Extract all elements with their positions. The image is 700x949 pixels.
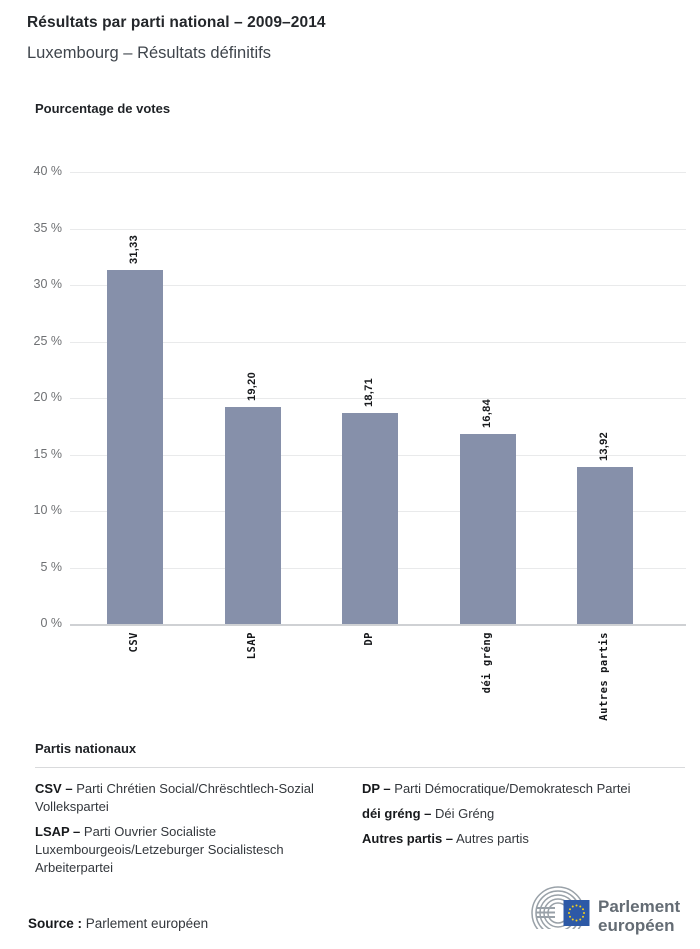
legend-item: DP – Parti Démocratique/Demokratesch Par… bbox=[362, 780, 687, 798]
x-axis-tick-label: DP bbox=[363, 632, 375, 646]
x-axis-tick-label: CSV bbox=[128, 632, 140, 653]
eu-star bbox=[568, 912, 570, 914]
eu-star bbox=[575, 919, 578, 922]
legend-item-abbr: LSAP – bbox=[35, 824, 81, 839]
bar bbox=[342, 412, 398, 624]
source-label: Source : bbox=[28, 916, 83, 931]
eu-star bbox=[579, 905, 582, 908]
x-axis-tick-label: Autres partis bbox=[598, 632, 610, 721]
gridline bbox=[70, 228, 686, 230]
bar bbox=[459, 433, 516, 624]
gridline bbox=[70, 398, 686, 399]
legend-item-abbr: DP – bbox=[362, 781, 391, 796]
chart-title: Pourcentage de votes bbox=[35, 101, 171, 116]
legend-item-text: Autres partis bbox=[453, 831, 529, 846]
bar-value-label: 31,33 bbox=[128, 234, 140, 264]
y-axis-tick-label: 15 % bbox=[33, 446, 63, 461]
source-line: Source : Parlement européen bbox=[28, 916, 208, 931]
eu-star bbox=[575, 904, 578, 907]
legend-item-abbr: CSV – bbox=[35, 781, 73, 796]
legend-item-text: Parti Démocratique/Demokratesch Partei bbox=[390, 781, 631, 796]
eu-star bbox=[571, 905, 574, 908]
gridline bbox=[70, 172, 686, 173]
y-axis-tick-label: 0 % bbox=[40, 616, 62, 630]
gridline bbox=[70, 624, 686, 626]
eu-star bbox=[582, 915, 584, 918]
y-axis-tick-label: 10 % bbox=[33, 503, 63, 517]
logo-text-line2: européen bbox=[598, 916, 675, 935]
bar bbox=[107, 269, 163, 624]
eu-star bbox=[579, 918, 582, 921]
gridline bbox=[70, 341, 686, 343]
bar bbox=[224, 407, 281, 624]
eu-star bbox=[569, 908, 571, 911]
y-axis-tick-label: 20 % bbox=[33, 390, 63, 404]
y-axis-tick-label: 5 % bbox=[40, 559, 62, 574]
eu-star bbox=[571, 918, 574, 921]
legend-column-left: CSV – Parti Chrétien Social/Chrëschtlech… bbox=[35, 780, 347, 884]
y-axis-tick-label: 25 % bbox=[33, 333, 63, 348]
source-text: Parlement européen bbox=[85, 916, 209, 931]
gridline bbox=[70, 285, 686, 286]
eu-star bbox=[583, 912, 585, 914]
x-axis-tick-label: déi gréng bbox=[480, 632, 493, 694]
legend-item: CSV – Parti Chrétien Social/Chrëschtlech… bbox=[35, 780, 347, 816]
legend-item-abbr: déi gréng – bbox=[362, 806, 432, 821]
legend-divider bbox=[35, 767, 685, 768]
legend-item: déi gréng – Déi Gréng bbox=[362, 805, 687, 823]
page-title: Résultats par parti national – 2009–2014 bbox=[27, 14, 326, 31]
legend-item: Autres partis – Autres partis bbox=[362, 830, 687, 848]
legend-item-text: Parti Ouvrier Socialiste Luxembourgeois/… bbox=[35, 824, 284, 875]
european-parliament-logo: Parlement européen bbox=[531, 886, 681, 935]
eu-star bbox=[582, 908, 584, 911]
bar-value-label: 13,92 bbox=[598, 431, 610, 461]
legend-item-text: Déi Gréng bbox=[431, 806, 495, 821]
legend-item-abbr: Autres partis – bbox=[362, 831, 454, 846]
legend-heading: Partis nationaux bbox=[35, 741, 137, 756]
eu-star bbox=[569, 915, 571, 918]
bar bbox=[577, 466, 633, 624]
legend-item: LSAP – Parti Ouvrier Socialiste Luxembou… bbox=[35, 823, 347, 877]
y-axis-tick-label: 30 % bbox=[33, 277, 63, 291]
y-axis-tick-label: 40 % bbox=[33, 164, 63, 178]
bar-value-label: 18,71 bbox=[363, 377, 375, 407]
bar-value-label: 19,20 bbox=[245, 372, 258, 402]
bar-value-label: 16,84 bbox=[480, 398, 493, 428]
legend-column-right: DP – Parti Démocratique/Demokratesch Par… bbox=[362, 780, 687, 855]
page-subtitle: Luxembourg – Résultats définitifs bbox=[27, 44, 271, 62]
x-axis-tick-label: LSAP bbox=[245, 632, 258, 660]
logo-text-line1: Parlement bbox=[598, 897, 681, 916]
eu-flag-icon bbox=[563, 900, 590, 926]
y-axis-tick-label: 35 % bbox=[33, 220, 63, 235]
legend-item-text: Parti Chrétien Social/Chrëschtlech-Sozia… bbox=[35, 781, 314, 814]
